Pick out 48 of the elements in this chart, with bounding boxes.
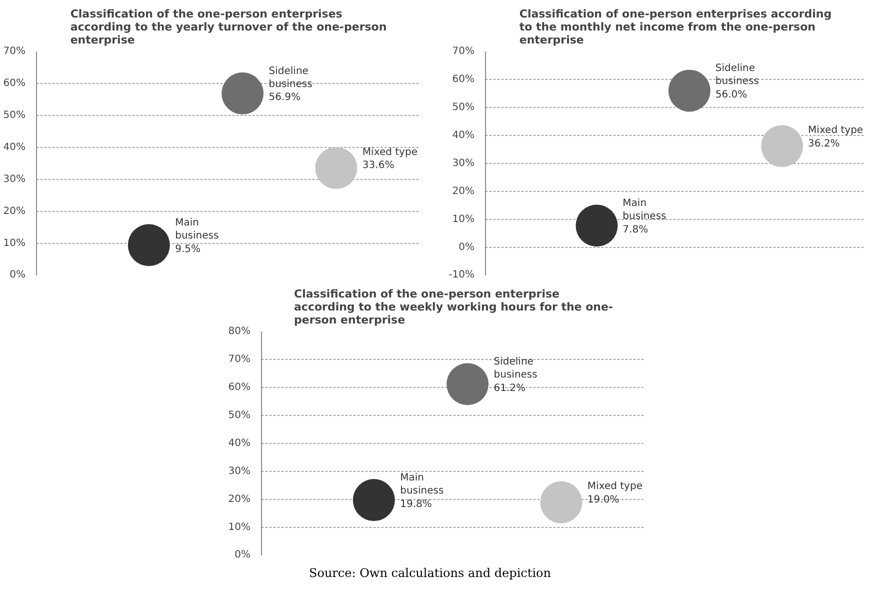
y-tick-label: 70% — [228, 354, 251, 365]
data-label: 19.0% — [587, 494, 620, 506]
y-tick-label: 30% — [3, 174, 26, 185]
y-tick-label: 40% — [228, 438, 251, 449]
y-tick-label: 30% — [228, 466, 251, 477]
y-tick-label: 20% — [452, 186, 475, 197]
y-tick-label: 40% — [3, 142, 26, 153]
y-tick-label: 50% — [452, 102, 475, 113]
y-tick-label: 20% — [3, 206, 26, 217]
series-label: Main business — [622, 198, 666, 222]
series-label: Main business — [400, 472, 444, 497]
data-label: 61.2% — [494, 382, 526, 394]
series-label: Mixed type — [808, 125, 864, 136]
series-label: Mixed type — [587, 481, 642, 492]
y-tick-label: 80% — [228, 326, 251, 337]
y-tick-label: 40% — [452, 130, 475, 141]
data-label: 9.5% — [175, 244, 201, 255]
y-tick-label: 60% — [452, 74, 475, 85]
y-tick-label: 70% — [452, 46, 475, 57]
chart-title: Classification of the one-person enterprises according to the yearly turnover of the one-person enterprise — [70, 8, 387, 46]
y-tick-label: 0% — [458, 242, 475, 253]
series-label: Main business — [175, 217, 219, 242]
series-label: Sideline business — [715, 63, 759, 88]
y-tick-label: 0% — [234, 550, 251, 560]
data-label: 7.8% — [622, 224, 648, 236]
data-label: 36.2% — [808, 138, 840, 150]
y-tick-label: 60% — [228, 382, 251, 393]
y-tick-label: 10% — [3, 238, 26, 249]
data-label: 56.9% — [268, 92, 301, 104]
source-note: Source: Own calculations and depiction — [309, 565, 551, 582]
y-tick-label: 10% — [228, 522, 251, 533]
y-tick-label: 0% — [10, 270, 26, 280]
y-tick-label: 30% — [452, 158, 475, 169]
chart-title: Classification of one-person enterprises according to the monthly net income from the one-person enterprise — [519, 8, 832, 46]
y-tick-label: 70% — [3, 46, 26, 57]
y-tick-label: -10% — [448, 270, 475, 280]
data-label: 56.0% — [715, 89, 748, 100]
y-tick-label: 60% — [3, 78, 26, 89]
series-label: Sideline business — [268, 66, 312, 90]
data-label: 33.6% — [362, 160, 394, 172]
series-label: Sideline business — [494, 356, 538, 381]
chart-title: Classification of the one-person enterprise according to the weekly working hours for the one-person enterprise — [294, 288, 614, 326]
y-tick-label: 20% — [228, 494, 251, 505]
y-tick-label: 10% — [452, 214, 475, 225]
series-label: Mixed type — [362, 146, 418, 158]
data-label: 19.8% — [400, 498, 432, 510]
y-tick-label: 50% — [228, 410, 251, 421]
y-tick-label: 50% — [3, 110, 26, 121]
